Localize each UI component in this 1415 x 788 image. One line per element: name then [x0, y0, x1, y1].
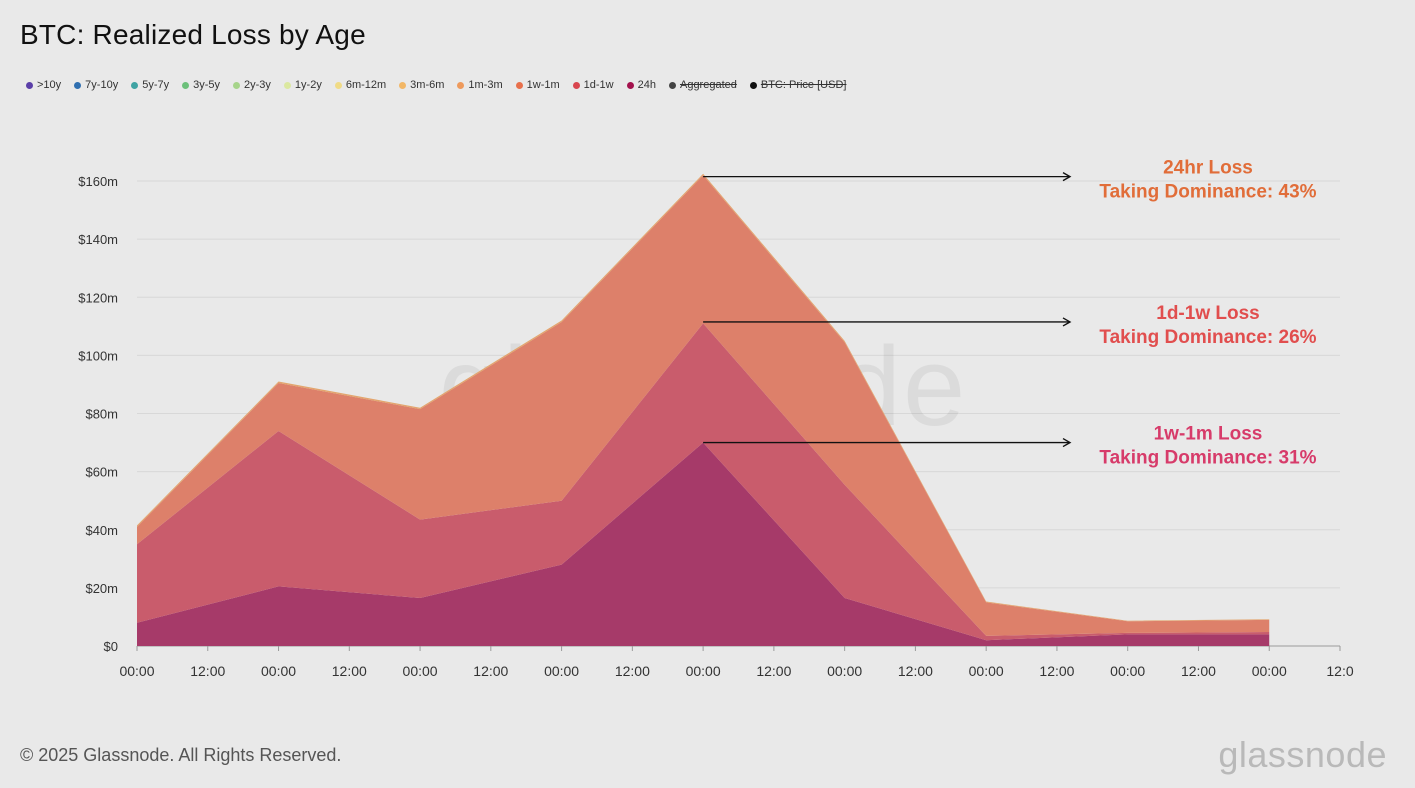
legend-dot-icon: [233, 81, 241, 89]
y-tick-label: $100m: [78, 348, 118, 363]
x-tick-label: 00:00: [403, 663, 438, 679]
legend-label: 1w-1m: [526, 79, 560, 91]
legend-item[interactable]: 3m-6m: [399, 79, 444, 91]
legend-label: 7y-10y: [85, 79, 119, 91]
brand-logo: glassnode: [1218, 734, 1387, 775]
legend-label: 24h: [637, 79, 656, 91]
legend-item[interactable]: >10y: [26, 79, 61, 91]
legend-item[interactable]: 2y-3y: [233, 79, 271, 91]
legend-label: 1m-3m: [468, 79, 503, 91]
x-tick-label: 12:00: [756, 663, 791, 679]
x-tick-label: 00:00: [969, 663, 1004, 679]
legend-dot-icon: [668, 81, 676, 89]
legend-item[interactable]: 3y-5y: [182, 79, 220, 91]
legend-dot-icon: [399, 81, 407, 89]
legend-dot-icon: [182, 81, 190, 89]
legend-item[interactable]: 24h: [626, 79, 656, 91]
legend-item[interactable]: 1m-3m: [457, 79, 503, 91]
legend-dot-icon: [283, 81, 291, 89]
series-area: [137, 175, 1270, 636]
legend-item[interactable]: Aggregated: [668, 79, 737, 91]
legend-dot-icon: [74, 81, 82, 89]
x-tick-label: 00:00: [1110, 663, 1145, 679]
legend-label: 2y-3y: [244, 79, 271, 91]
annotation-title: 1w-1m Loss: [1154, 424, 1263, 445]
series-area: [137, 442, 1270, 646]
legend-dot-icon: [457, 81, 465, 89]
legend-item[interactable]: 6m-12m: [334, 79, 387, 91]
x-tick-label: 12:0: [1326, 663, 1353, 679]
x-tick-label: 12:00: [898, 663, 933, 679]
legend-label: 3m-6m: [410, 79, 445, 91]
chart-legend: >10y 7y-10y 5y-7y 3y-5y 2y-3y 1y-2y 6m-12m 3m-6…: [26, 79, 859, 91]
legend-label: 6m-12m: [345, 79, 387, 91]
y-tick-label: $40m: [85, 523, 118, 538]
legend-label: BTC: Price [USD]: [760, 79, 847, 91]
legend-dot-icon: [749, 81, 757, 89]
legend-label: Aggregated: [679, 79, 737, 91]
x-tick-label: 00:00: [1252, 663, 1287, 679]
legend-item[interactable]: 1y-2y: [283, 79, 322, 91]
legend-item[interactable]: 5y-7y: [131, 79, 169, 91]
y-tick-label: $140m: [78, 232, 118, 247]
x-tick-label: 00:00: [686, 663, 721, 679]
annotation-subtitle: Taking Dominance: 43%: [1099, 182, 1316, 203]
x-tick-label: 00:00: [261, 663, 296, 679]
x-tick-label: 12:00: [190, 663, 225, 679]
legend-dot-icon: [131, 81, 139, 89]
series-area: [137, 323, 1270, 641]
annotation-subtitle: Taking Dominance: 31%: [1099, 448, 1316, 469]
legend-label: 5y-7y: [142, 79, 170, 91]
y-tick-label: $20m: [85, 581, 118, 596]
x-tick-label: 12:00: [473, 663, 508, 679]
legend-dot-icon: [572, 81, 580, 89]
legend-label: 1d-1w: [583, 79, 614, 91]
y-tick-label: $0: [104, 639, 118, 654]
legend-item[interactable]: 1w-1m: [515, 79, 560, 91]
legend-item[interactable]: 1d-1w: [572, 79, 614, 91]
x-tick-label: 12:00: [615, 663, 650, 679]
legend-label: 3y-5y: [193, 79, 221, 91]
x-tick-label: 12:00: [1039, 663, 1074, 679]
x-tick-label: 00:00: [544, 663, 579, 679]
legend-item[interactable]: BTC: Price [USD]: [749, 79, 847, 91]
y-tick-label: $120m: [78, 290, 118, 305]
legend-item[interactable]: 7y-10y: [74, 79, 118, 91]
x-tick-label: 00:00: [827, 663, 862, 679]
series-area: [137, 173, 1270, 622]
legend-dot-icon: [626, 81, 634, 89]
y-tick-label: $60m: [85, 465, 118, 480]
annotation-subtitle: Taking Dominance: 26%: [1099, 327, 1316, 348]
x-tick-label: 00:00: [119, 663, 154, 679]
chart-title: BTC: Realized Loss by Age: [20, 19, 366, 50]
annotation-title: 24hr Loss: [1163, 158, 1253, 179]
legend-dot-icon: [26, 81, 33, 89]
annotation-title: 1d-1w Loss: [1156, 303, 1259, 324]
y-tick-label: $80m: [85, 407, 118, 422]
x-tick-label: 12:00: [1181, 663, 1216, 679]
x-tick-label: 12:00: [332, 663, 367, 679]
y-tick-label: $160m: [78, 174, 118, 189]
legend-dot-icon: [334, 81, 342, 89]
legend-label: >10y: [37, 79, 62, 91]
copyright-text: © 2025 Glassnode. All Rights Reserved.: [20, 745, 342, 765]
legend-label: 1y-2y: [294, 79, 322, 91]
legend-dot-icon: [515, 81, 523, 89]
